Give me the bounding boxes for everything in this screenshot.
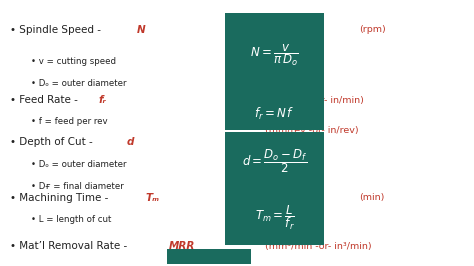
Text: • f = feed per rev: • f = feed per rev — [31, 118, 108, 126]
FancyBboxPatch shape — [225, 132, 324, 190]
Text: Tₘ: Tₘ — [146, 193, 160, 203]
Text: • Spindle Speed -: • Spindle Speed - — [10, 25, 104, 35]
Text: $T_m = \dfrac{L}{f_r}$: $T_m = \dfrac{L}{f_r}$ — [255, 203, 294, 232]
Text: $d = \dfrac{D_o - D_f}{2}$: $d = \dfrac{D_o - D_f}{2}$ — [242, 147, 307, 175]
Text: • Depth of Cut -: • Depth of Cut - — [10, 138, 96, 147]
Text: N: N — [137, 25, 145, 35]
Text: • Machining Time -: • Machining Time - — [10, 193, 111, 203]
Text: • Dₒ = outer diameter: • Dₒ = outer diameter — [31, 79, 127, 88]
Text: (mm/rev -or- in/rev): (mm/rev -or- in/rev) — [265, 126, 359, 135]
Text: $f_r = N\,f$: $f_r = N\,f$ — [254, 106, 295, 122]
Text: MRR: MRR — [169, 241, 195, 251]
Text: • Mat’l Removal Rate -: • Mat’l Removal Rate - — [10, 241, 130, 251]
Text: (mm/min -or- in/min): (mm/min -or- in/min) — [265, 96, 364, 105]
FancyBboxPatch shape — [225, 13, 324, 98]
FancyBboxPatch shape — [225, 190, 324, 245]
FancyBboxPatch shape — [225, 98, 324, 130]
Text: • Dғ = final diameter: • Dғ = final diameter — [31, 182, 124, 190]
Text: • v = cutting speed: • v = cutting speed — [31, 57, 116, 66]
Text: (mm³/min -or- in³/min): (mm³/min -or- in³/min) — [265, 242, 372, 251]
Text: (rpm): (rpm) — [359, 25, 385, 34]
FancyBboxPatch shape — [167, 249, 251, 264]
Text: • L = length of cut: • L = length of cut — [31, 215, 111, 224]
Text: (min): (min) — [359, 193, 384, 202]
Text: fᵣ: fᵣ — [99, 95, 107, 105]
Text: • Dₒ = outer diameter: • Dₒ = outer diameter — [31, 160, 127, 169]
Text: • Feed Rate -: • Feed Rate - — [10, 95, 81, 105]
Text: d: d — [127, 138, 134, 147]
Text: $N = \dfrac{v}{\pi\,D_o}$: $N = \dfrac{v}{\pi\,D_o}$ — [250, 43, 299, 68]
